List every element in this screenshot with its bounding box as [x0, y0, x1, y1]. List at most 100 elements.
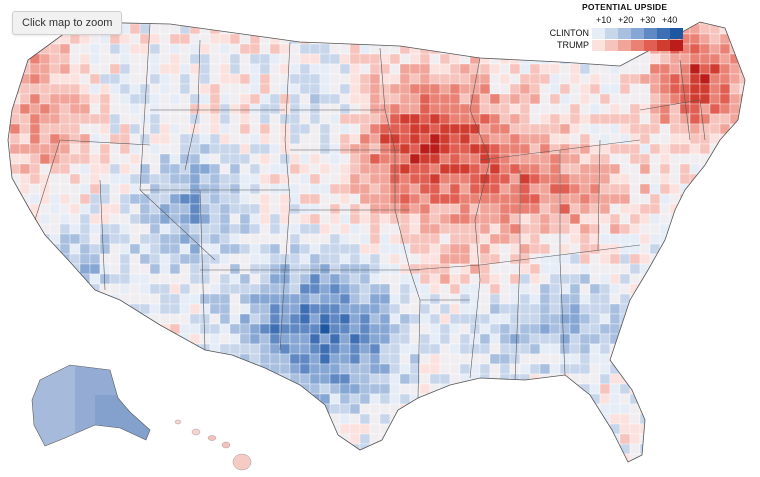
county[interactable] [219, 353, 231, 365]
county[interactable] [389, 33, 401, 45]
county[interactable] [429, 333, 441, 345]
county[interactable] [439, 243, 451, 255]
county[interactable] [709, 243, 721, 255]
county[interactable] [319, 363, 331, 375]
county[interactable] [559, 333, 571, 345]
county[interactable] [689, 333, 701, 345]
county[interactable] [750, 274, 760, 284]
county[interactable] [419, 293, 431, 305]
county[interactable] [329, 233, 341, 245]
county[interactable] [259, 123, 271, 135]
county[interactable] [99, 263, 111, 275]
county[interactable] [729, 173, 741, 185]
county[interactable] [750, 414, 760, 424]
county[interactable] [9, 353, 21, 365]
county[interactable] [669, 363, 681, 375]
county[interactable] [239, 53, 251, 65]
county[interactable] [439, 423, 451, 435]
county[interactable] [389, 373, 401, 385]
county[interactable] [589, 283, 601, 295]
county[interactable] [709, 253, 721, 265]
county[interactable] [579, 183, 591, 195]
county[interactable] [9, 383, 21, 395]
county[interactable] [59, 63, 71, 75]
county[interactable] [709, 163, 721, 175]
county[interactable] [59, 273, 71, 285]
county[interactable] [689, 233, 701, 245]
county[interactable] [439, 83, 451, 95]
county[interactable] [189, 293, 201, 305]
county[interactable] [89, 53, 101, 65]
county[interactable] [219, 73, 231, 85]
county[interactable] [9, 273, 21, 285]
county[interactable] [639, 323, 651, 335]
county[interactable] [279, 83, 291, 95]
county[interactable] [229, 183, 241, 195]
county[interactable] [159, 343, 171, 355]
county[interactable] [449, 223, 461, 235]
county[interactable] [519, 14, 531, 25]
county[interactable] [219, 373, 231, 385]
county[interactable] [379, 323, 391, 335]
county[interactable] [29, 433, 41, 445]
county[interactable] [699, 283, 711, 295]
county[interactable] [349, 14, 361, 25]
county[interactable] [30, 464, 40, 474]
county[interactable] [139, 293, 151, 305]
county[interactable] [640, 464, 650, 474]
county[interactable] [439, 53, 451, 65]
county[interactable] [69, 313, 81, 325]
county[interactable] [479, 73, 491, 85]
county[interactable] [750, 384, 760, 394]
county[interactable] [519, 173, 531, 185]
county[interactable] [289, 403, 301, 415]
county[interactable] [169, 433, 181, 445]
county[interactable] [349, 23, 361, 35]
county[interactable] [289, 253, 301, 265]
county[interactable] [629, 83, 641, 95]
county[interactable] [99, 63, 111, 75]
county[interactable] [249, 393, 261, 405]
county[interactable] [559, 413, 571, 425]
county[interactable] [129, 14, 141, 25]
county[interactable] [439, 303, 451, 315]
county[interactable] [399, 453, 411, 464]
county[interactable] [649, 83, 661, 95]
county[interactable] [429, 53, 441, 65]
county[interactable] [729, 123, 741, 135]
county[interactable] [69, 263, 81, 275]
county[interactable] [269, 333, 281, 345]
county[interactable] [479, 283, 491, 295]
county[interactable] [89, 203, 101, 215]
county[interactable] [159, 423, 171, 435]
county[interactable] [719, 303, 731, 315]
county[interactable] [649, 283, 661, 295]
county[interactable] [489, 273, 501, 285]
county[interactable] [159, 223, 171, 235]
county[interactable] [229, 443, 241, 455]
county[interactable] [219, 213, 231, 225]
county[interactable] [599, 343, 611, 355]
county[interactable] [369, 123, 381, 135]
county[interactable] [109, 253, 121, 265]
county[interactable] [349, 273, 361, 285]
county[interactable] [579, 383, 591, 395]
county[interactable] [399, 163, 411, 175]
county[interactable] [439, 283, 451, 295]
county[interactable] [669, 433, 681, 445]
county[interactable] [519, 203, 531, 215]
county[interactable] [139, 393, 151, 405]
county[interactable] [89, 63, 101, 75]
county[interactable] [139, 363, 151, 375]
county[interactable] [699, 253, 711, 265]
county[interactable] [279, 53, 291, 65]
county[interactable] [219, 343, 231, 355]
county[interactable] [459, 153, 471, 165]
county[interactable] [189, 263, 201, 275]
county[interactable] [229, 33, 241, 45]
county[interactable] [209, 163, 221, 175]
county[interactable] [39, 143, 51, 155]
county[interactable] [0, 213, 11, 225]
county[interactable] [249, 173, 261, 185]
county[interactable] [259, 23, 271, 35]
